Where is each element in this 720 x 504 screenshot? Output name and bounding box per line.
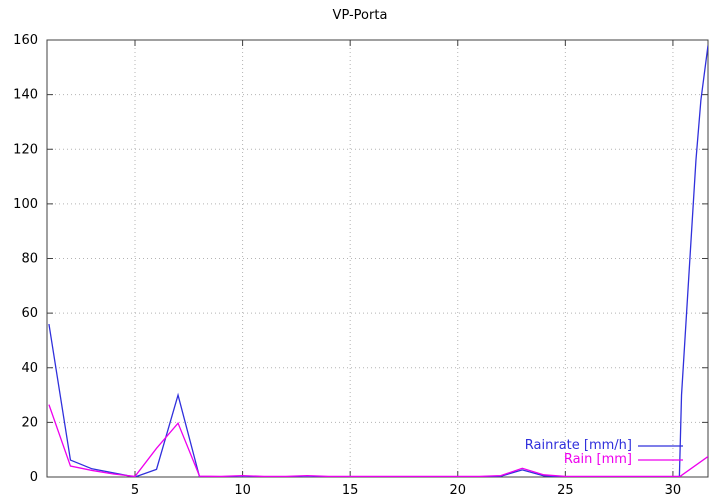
y-tick-label: 120 [13, 142, 38, 157]
y-tick-label: 160 [13, 33, 38, 48]
y-tick-label: 80 [21, 252, 38, 267]
legend-label-rainrate: Rainrate [mm/h] [524, 438, 632, 453]
x-tick-label: 20 [449, 483, 466, 498]
x-tick-label: 15 [342, 483, 359, 498]
y-tick-label: 60 [21, 306, 38, 321]
series-line-rainrate [48, 45, 708, 477]
x-tick-label: 10 [234, 483, 251, 498]
legend-label-rain: Rain [mm] [563, 452, 632, 467]
y-tick-label: 0 [30, 470, 38, 485]
chart-title: VP-Porta [332, 8, 388, 23]
x-tick-label: 5 [131, 483, 139, 498]
y-tick-label: 20 [21, 415, 38, 430]
series-line-rain [48, 404, 708, 477]
x-tick-label: 30 [665, 483, 682, 498]
x-tick-label: 25 [557, 483, 574, 498]
y-tick-label: 100 [13, 197, 38, 212]
y-tick-label: 140 [13, 88, 38, 103]
plot-border [46, 39, 709, 478]
y-tick-label: 40 [21, 361, 38, 376]
